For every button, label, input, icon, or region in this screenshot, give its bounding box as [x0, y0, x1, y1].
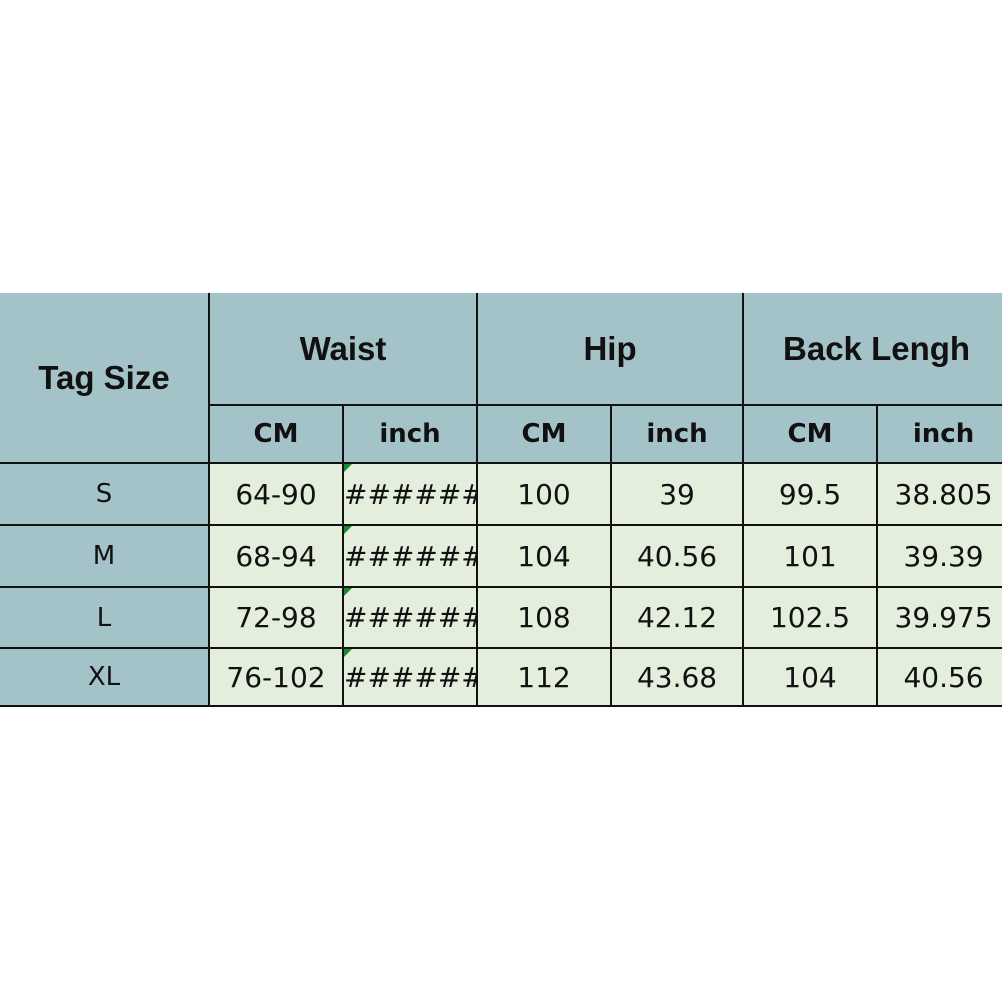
cell-value: 76-102: [226, 660, 326, 694]
cell-value: 68-94: [235, 539, 317, 573]
unit-header: CM: [742, 404, 879, 464]
cell-hip-cm: 112: [476, 647, 613, 707]
cell-value: ######: [344, 660, 485, 694]
cell-value: 112: [517, 660, 571, 694]
cell-value: 102.5: [769, 601, 851, 634]
cell-hip-cm: 108: [476, 586, 613, 649]
header-tag-size: Tag Size: [0, 293, 210, 464]
cell-waist-inch: ######: [341, 524, 485, 588]
header-hip: Hip: [476, 293, 745, 406]
cell-value: 99.5: [778, 477, 842, 511]
cell-hip-cm: 104: [476, 524, 613, 588]
cell-back-inch: 39.39: [876, 524, 1002, 588]
cell-value: ######: [344, 601, 485, 634]
cell-waist-cm: 64-90: [208, 462, 344, 526]
cell-hip-cm: 100: [476, 462, 613, 526]
cell-waist-cm: 68-94: [208, 524, 344, 588]
cell-waist-inch: ######: [341, 586, 485, 649]
cell-value: ######: [344, 477, 485, 511]
cell-value: 40.56: [636, 539, 718, 573]
cell-value: 100: [517, 477, 571, 511]
cell-value: 104: [783, 660, 837, 694]
cell-value: 39.975: [894, 601, 993, 634]
cell-value: 104: [517, 539, 571, 573]
header-waist: Waist: [207, 293, 479, 406]
cell-hip-inch: 43.68: [610, 647, 745, 707]
unit-header: inch: [610, 404, 745, 464]
cell-back-cm: 99.5: [742, 462, 879, 526]
cell-back-cm: 101: [742, 524, 879, 588]
header-back-length: Back Lengh: [742, 293, 1002, 406]
table-row: M 68-94 ###### 104 40.56 101 39.39: [0, 524, 1002, 588]
cell-value: 40.56: [903, 660, 984, 694]
tag-size-cell: XL: [0, 647, 210, 707]
cell-value: 39.39: [903, 539, 984, 573]
cell-value: 42.12: [636, 601, 718, 634]
table-row: S 64-90 ###### 100 39 99.5 38.805: [0, 462, 1002, 526]
cell-back-inch: 38.805: [876, 462, 1002, 526]
cell-back-cm: 102.5: [742, 586, 879, 649]
cell-waist-inch: ######: [341, 647, 485, 707]
cell-back-inch: 40.56: [876, 647, 1002, 707]
cell-waist-cm: 72-98: [208, 586, 344, 649]
cell-back-inch: 39.975: [876, 586, 1002, 649]
unit-header: CM: [476, 404, 613, 464]
tag-size-cell: S: [0, 462, 210, 526]
cell-value: 43.68: [636, 660, 718, 694]
cell-value: 101: [783, 539, 837, 573]
error-marker-icon: [344, 649, 352, 657]
error-marker-icon: [344, 464, 352, 472]
unit-header: inch: [341, 404, 479, 464]
tag-size-cell: L: [0, 586, 210, 649]
cell-hip-inch: 42.12: [610, 586, 745, 649]
unit-header: inch: [876, 404, 1002, 464]
tag-size-cell: M: [0, 524, 210, 588]
error-marker-icon: [344, 526, 352, 534]
cell-waist-cm: 76-102: [208, 647, 344, 707]
cell-hip-inch: 39: [610, 462, 745, 526]
cell-waist-inch: ######: [341, 462, 485, 526]
unit-header: CM: [208, 404, 344, 464]
cell-back-cm: 104: [742, 647, 879, 707]
cell-value: 38.805: [894, 477, 993, 511]
size-chart-table: Tag Size Waist Hip Back Lengh CM inch CM…: [0, 293, 1002, 707]
cell-value: 108: [517, 601, 571, 634]
cell-hip-inch: 40.56: [610, 524, 745, 588]
cell-value: ######: [344, 539, 485, 573]
error-marker-icon: [344, 588, 352, 596]
table-row: L 72-98 ###### 108 42.12 102.5 39.975: [0, 586, 1002, 649]
cell-value: 72-98: [235, 601, 317, 634]
cell-value: 39: [659, 477, 695, 511]
table-row: XL 76-102 ###### 112 43.68 104 40.56: [0, 647, 1002, 707]
cell-value: 64-90: [235, 477, 317, 511]
